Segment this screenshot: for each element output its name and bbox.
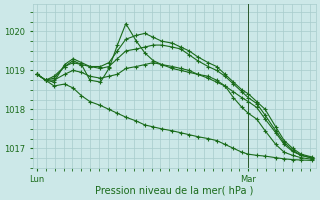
X-axis label: Pression niveau de la mer( hPa ): Pression niveau de la mer( hPa ): [95, 186, 253, 196]
